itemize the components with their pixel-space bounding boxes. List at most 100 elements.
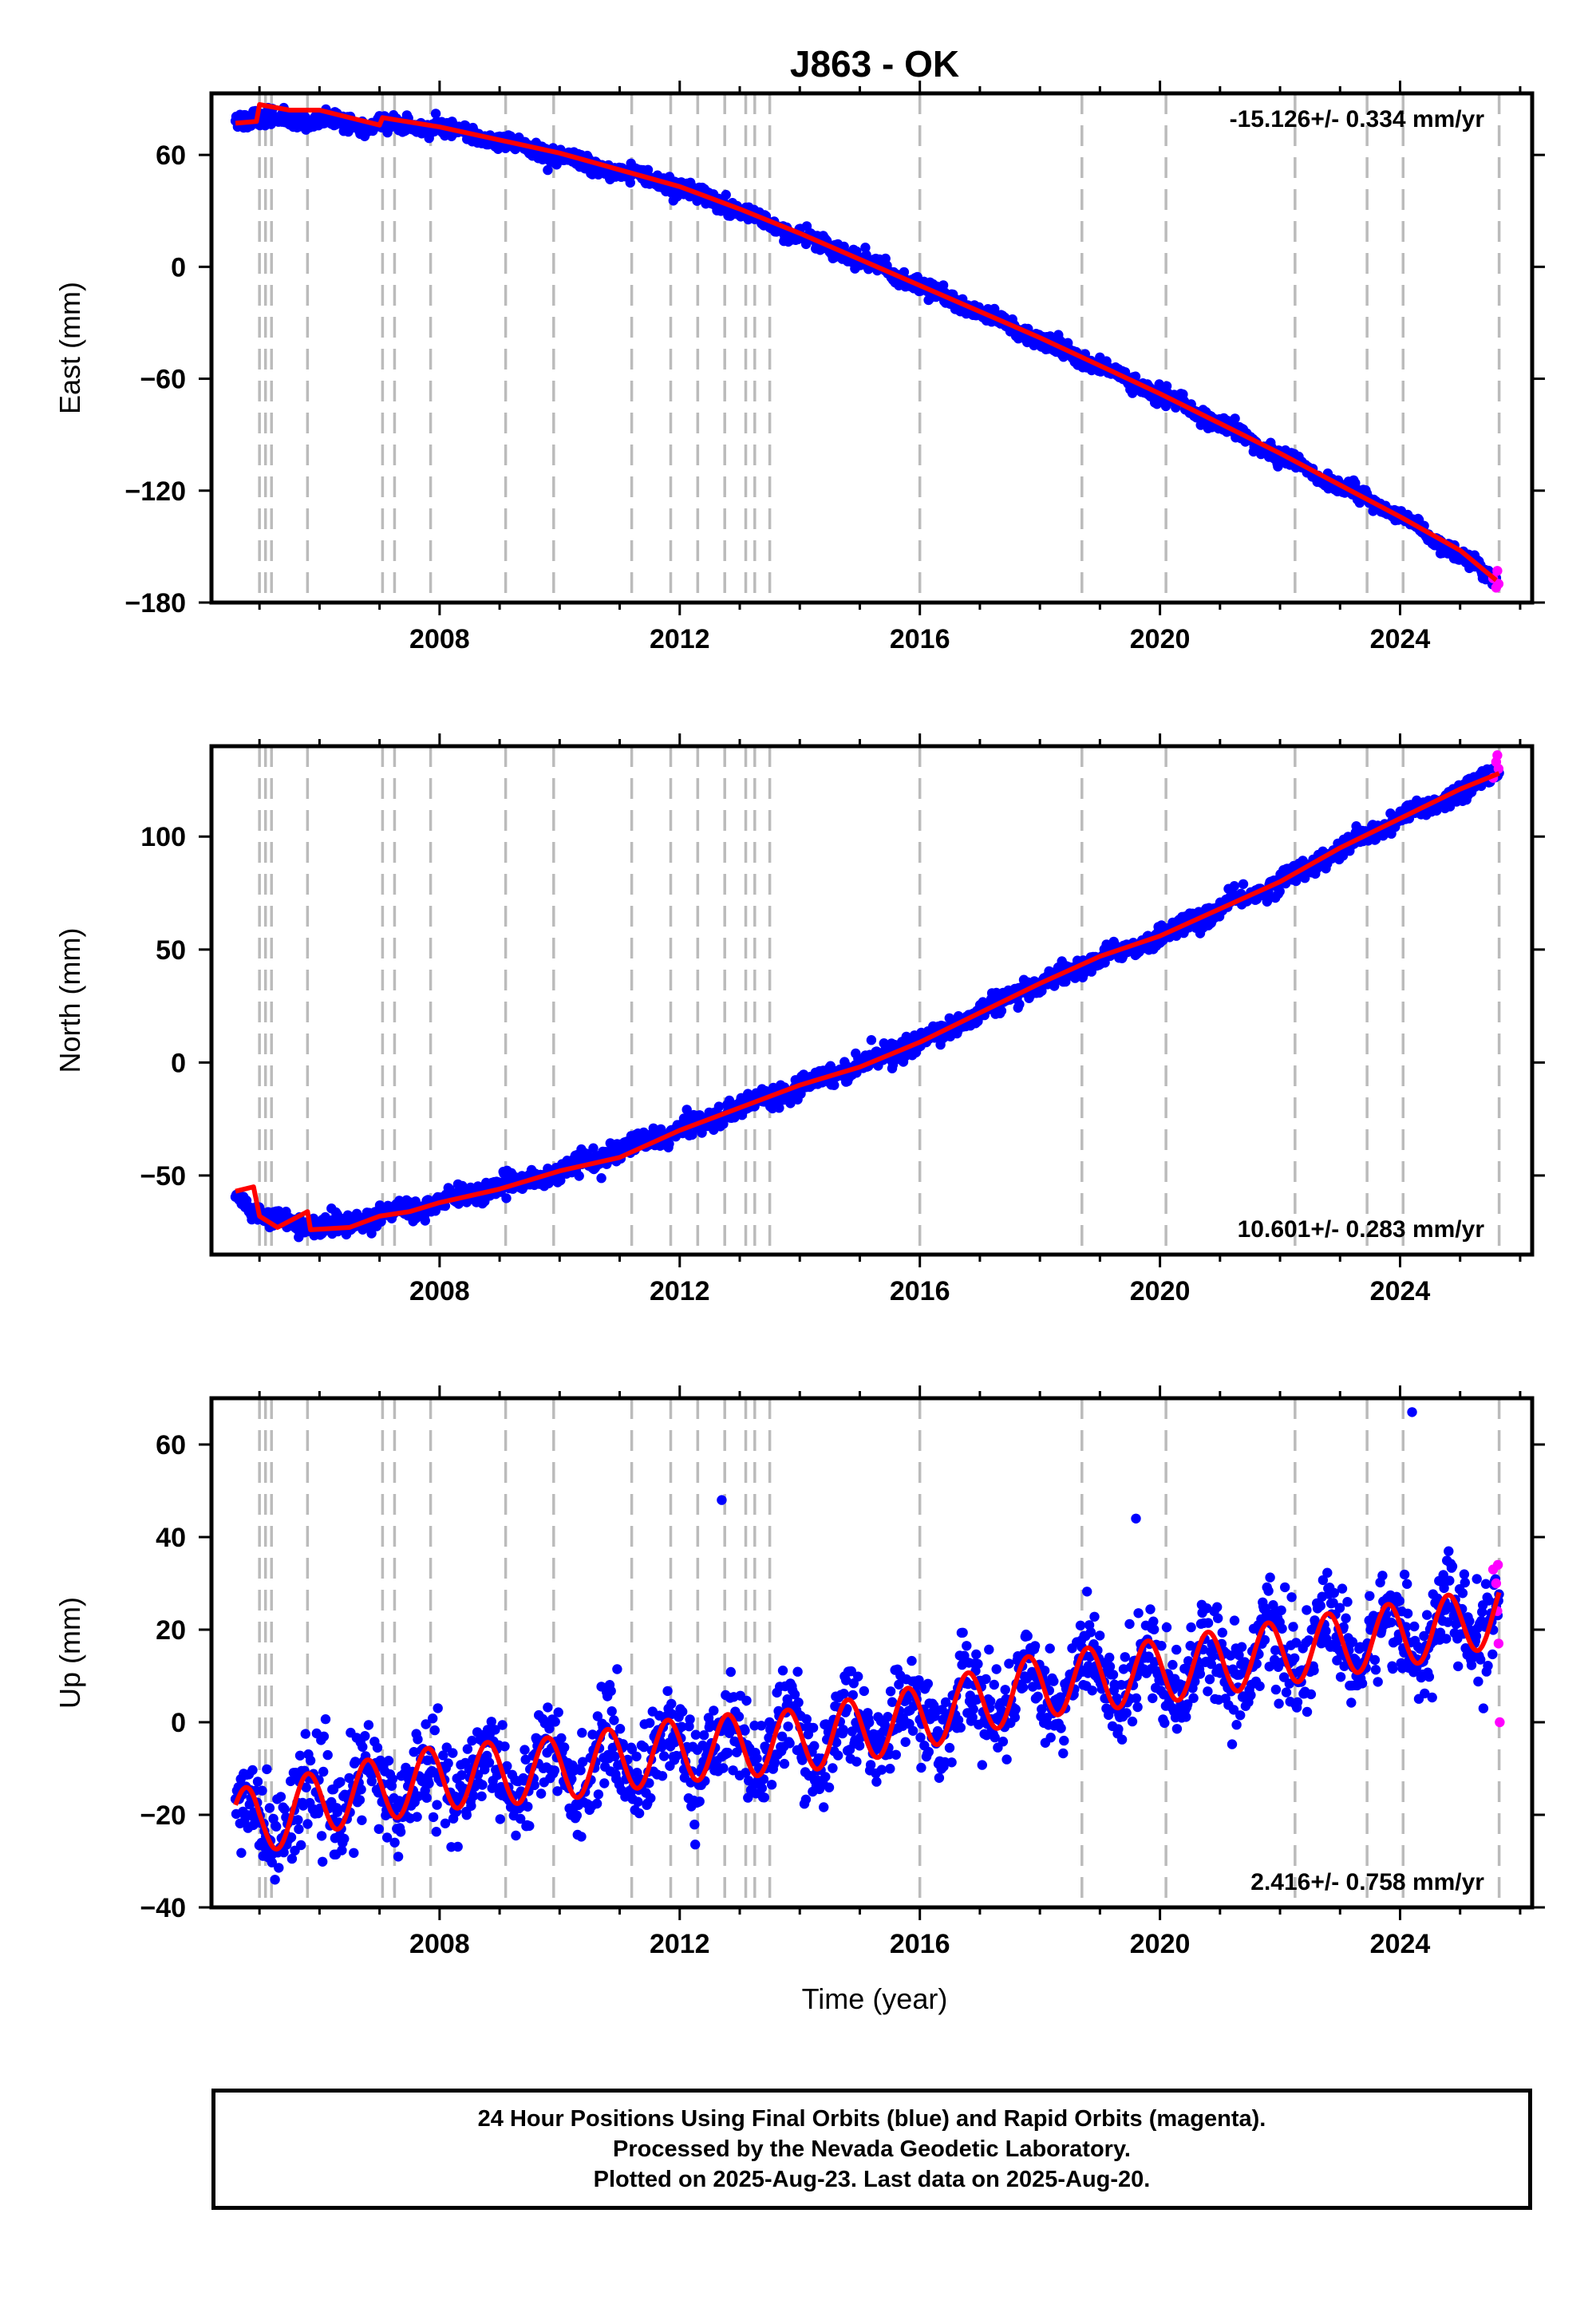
data-point — [462, 1744, 473, 1754]
data-point — [502, 1761, 512, 1772]
data-point — [248, 1820, 259, 1831]
data-point — [497, 1720, 508, 1730]
data-point — [413, 1734, 423, 1745]
data-point — [946, 1757, 957, 1768]
data-point — [934, 1773, 945, 1783]
data-point — [1183, 1656, 1194, 1666]
panel-frame — [209, 91, 1535, 605]
data-point — [275, 1792, 286, 1802]
data-point — [1104, 1662, 1116, 1672]
data-point — [1113, 1724, 1124, 1734]
data-point — [413, 1791, 424, 1801]
data-point — [1009, 1712, 1021, 1723]
y-axis-label: East (mm) — [53, 282, 86, 414]
data-point — [421, 1719, 431, 1729]
data-point — [318, 1856, 328, 1867]
data-point — [267, 1857, 277, 1867]
x-tick-label: 2020 — [1130, 1276, 1191, 1306]
data-point — [279, 1847, 289, 1858]
data-point — [1045, 1733, 1056, 1743]
data-point — [866, 1035, 877, 1045]
data-point — [733, 1711, 745, 1722]
data-point — [697, 1128, 707, 1138]
data-point — [689, 1820, 700, 1830]
data-point — [593, 1789, 604, 1800]
data-point — [500, 1741, 510, 1752]
data-point — [853, 1671, 863, 1682]
data-point — [431, 1827, 441, 1837]
data-point — [865, 1760, 876, 1770]
data-point — [550, 1717, 560, 1727]
y-tick-label: 0 — [171, 1048, 186, 1078]
data-point — [690, 1840, 701, 1850]
data-point — [776, 1731, 788, 1741]
data-point — [484, 1757, 495, 1768]
data-point — [358, 1741, 368, 1753]
data-point — [543, 1702, 553, 1713]
data-point — [944, 1742, 955, 1753]
data-point — [1161, 1622, 1172, 1633]
data-point — [915, 1732, 926, 1743]
data-point — [1004, 1658, 1014, 1669]
data-point — [555, 1175, 566, 1186]
data-point — [981, 1674, 991, 1685]
data-point — [809, 1741, 820, 1751]
data-point — [247, 1765, 258, 1776]
data-point — [524, 1820, 535, 1832]
model-line — [235, 102, 1498, 583]
data-point — [412, 1812, 422, 1822]
data-point — [1133, 1608, 1144, 1618]
data-point — [1171, 1644, 1182, 1655]
data-point — [264, 1803, 275, 1813]
data-point — [721, 189, 731, 200]
data-point — [1037, 1704, 1047, 1714]
data-point — [681, 1105, 692, 1115]
data-point — [769, 1757, 780, 1768]
data-point — [609, 1715, 619, 1725]
x-tick-label: 2008 — [409, 624, 470, 654]
data-point — [996, 1705, 1007, 1716]
data-point — [757, 1783, 767, 1793]
data-point — [520, 1754, 531, 1765]
data-point — [448, 1748, 458, 1758]
data-point — [588, 1143, 598, 1153]
data-point — [1132, 1701, 1143, 1713]
data-point — [829, 1080, 839, 1090]
data-point — [819, 1802, 829, 1812]
data-point — [366, 1776, 377, 1787]
data-point — [552, 1786, 563, 1796]
data-point — [430, 109, 441, 119]
data-point — [907, 1655, 917, 1666]
data-point — [998, 1737, 1009, 1747]
data-point — [274, 1863, 284, 1873]
data-point — [860, 243, 871, 253]
data-point — [891, 1749, 902, 1760]
data-point — [553, 1707, 563, 1717]
data-point — [677, 1721, 687, 1732]
data-point — [440, 1818, 451, 1828]
data-point — [728, 1765, 738, 1776]
data-point — [574, 1171, 584, 1181]
data-point — [543, 164, 553, 176]
data-point — [642, 164, 654, 175]
data-point — [1181, 1712, 1191, 1722]
y-tick-label: −50 — [140, 1161, 186, 1192]
data-point — [577, 1728, 587, 1738]
data-point — [467, 1735, 477, 1746]
data-point — [1167, 1659, 1178, 1670]
data-point — [971, 1649, 982, 1660]
data-point — [699, 1730, 709, 1741]
data-point — [556, 1733, 567, 1744]
data-point — [1225, 1650, 1236, 1661]
data-point — [820, 1772, 831, 1782]
data-point — [523, 1801, 533, 1812]
data-point — [578, 1757, 588, 1767]
data-point — [270, 1875, 280, 1885]
data-point — [839, 1689, 849, 1699]
data-point — [349, 1848, 359, 1858]
data-point — [354, 1795, 365, 1805]
data-point — [1095, 1630, 1105, 1641]
data-point — [1148, 1693, 1158, 1704]
data-point — [286, 1853, 298, 1864]
